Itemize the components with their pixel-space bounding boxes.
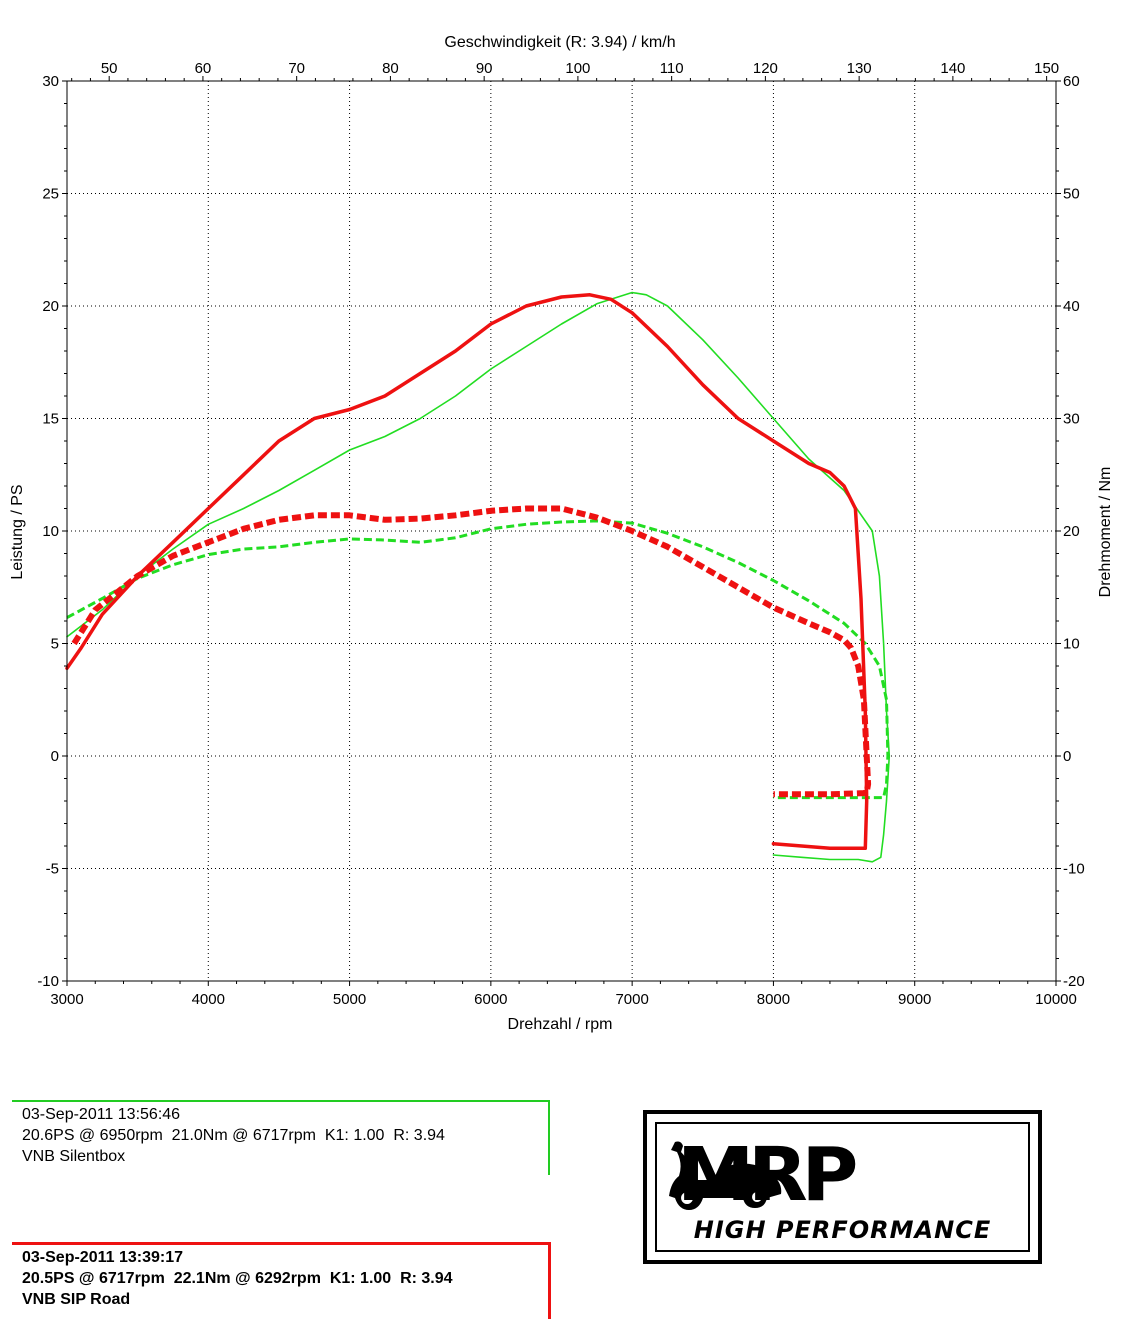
legend-stats: 20.6PS @ 6950rpm 21.0Nm @ 6717rpm K1: 1.… bbox=[22, 1127, 445, 1144]
chart-title: Geschwindigkeit (R: 3.94) / km/h bbox=[444, 34, 675, 51]
y-left-tick-label: 0 bbox=[51, 748, 59, 765]
scooter-icon bbox=[669, 1141, 782, 1210]
x-tick-label: 5000 bbox=[333, 991, 366, 1008]
y-right-tick-label: 50 bbox=[1063, 186, 1080, 203]
x-tick-label: 9000 bbox=[898, 991, 931, 1008]
series-line-0 bbox=[66, 291, 891, 863]
x-tick-label: 10000 bbox=[1035, 991, 1077, 1008]
legend-date: 03-Sep-2011 13:39:17 bbox=[22, 1249, 183, 1266]
x-tick-label: 7000 bbox=[615, 991, 648, 1008]
y-right-tick-label: 20 bbox=[1063, 523, 1080, 540]
x-axis-label: Drehzahl / rpm bbox=[508, 1016, 613, 1033]
legend-name: VNB Silentbox bbox=[22, 1148, 126, 1165]
y-left-tick-label: -10 bbox=[37, 973, 59, 990]
top-tick-label: 140 bbox=[940, 60, 965, 77]
legend-entry-silentbox: 03-Sep-2011 13:56:46 20.6PS @ 6950rpm 21… bbox=[12, 1100, 550, 1175]
y-axis-label-right: Drehmoment / Nm bbox=[1097, 467, 1114, 598]
y-right-tick-label: 0 bbox=[1063, 748, 1071, 765]
top-tick-label: 70 bbox=[288, 60, 305, 77]
legend-name: VNB SIP Road bbox=[22, 1291, 131, 1308]
top-tick-label: 60 bbox=[195, 60, 212, 77]
y-left-tick-label: 30 bbox=[42, 73, 59, 90]
y-right-tick-label: 30 bbox=[1063, 411, 1080, 428]
logo-frame: MRP HIGH PERFORMANCE bbox=[655, 1122, 1030, 1252]
y-axis-label-left: Leistung / PS bbox=[9, 484, 26, 579]
y-right-tick-label: 10 bbox=[1063, 636, 1080, 653]
top-tick-label: 120 bbox=[753, 60, 778, 77]
x-tick-label: 3000 bbox=[50, 991, 83, 1008]
top-tick-label: 130 bbox=[847, 60, 872, 77]
legend-stats: 20.5PS @ 6717rpm 22.1Nm @ 6292rpm K1: 1.… bbox=[22, 1270, 453, 1287]
y-left-tick-label: 5 bbox=[51, 636, 59, 653]
y-left-tick-label: -5 bbox=[46, 861, 59, 878]
top-tick-label: 90 bbox=[476, 60, 493, 77]
series-line-3 bbox=[71, 505, 872, 798]
top-tick-label: 110 bbox=[660, 60, 684, 77]
top-tick-label: 50 bbox=[101, 60, 118, 77]
logo-tagline: HIGH PERFORMANCE bbox=[693, 1216, 992, 1244]
series-line-2 bbox=[65, 293, 869, 851]
y-left-tick-label: 10 bbox=[42, 523, 59, 540]
x-tick-label: 4000 bbox=[192, 991, 225, 1008]
legend-date: 03-Sep-2011 13:56:46 bbox=[22, 1106, 181, 1123]
mrp-logo: MRP HIGH PERFORMANCE bbox=[643, 1110, 1042, 1264]
top-tick-label: 80 bbox=[382, 60, 399, 77]
y-right-tick-label: 40 bbox=[1063, 298, 1080, 315]
top-tick-label: 150 bbox=[1034, 60, 1059, 77]
y-right-tick-label: -20 bbox=[1063, 973, 1085, 990]
y-right-tick-label: -10 bbox=[1063, 861, 1085, 878]
y-left-tick-label: 20 bbox=[42, 298, 59, 315]
y-left-tick-label: 25 bbox=[42, 186, 59, 203]
y-left-tick-label: 15 bbox=[42, 411, 59, 428]
series-line-1 bbox=[66, 519, 890, 800]
ticks: 3000 4000 5000 6000 7000 8000 9000 10000 -10 -5 0 5… bbox=[37, 60, 1084, 1008]
y-right-tick-label: 60 bbox=[1063, 73, 1080, 90]
legend-entry-sip-road: 03-Sep-2011 13:39:17 20.5PS @ 6717rpm 22… bbox=[12, 1242, 551, 1319]
grid bbox=[67, 81, 1056, 981]
x-tick-label: 8000 bbox=[757, 991, 790, 1008]
x-tick-label: 6000 bbox=[474, 991, 507, 1008]
series-layer bbox=[65, 291, 891, 863]
top-tick-label: 100 bbox=[565, 60, 590, 77]
